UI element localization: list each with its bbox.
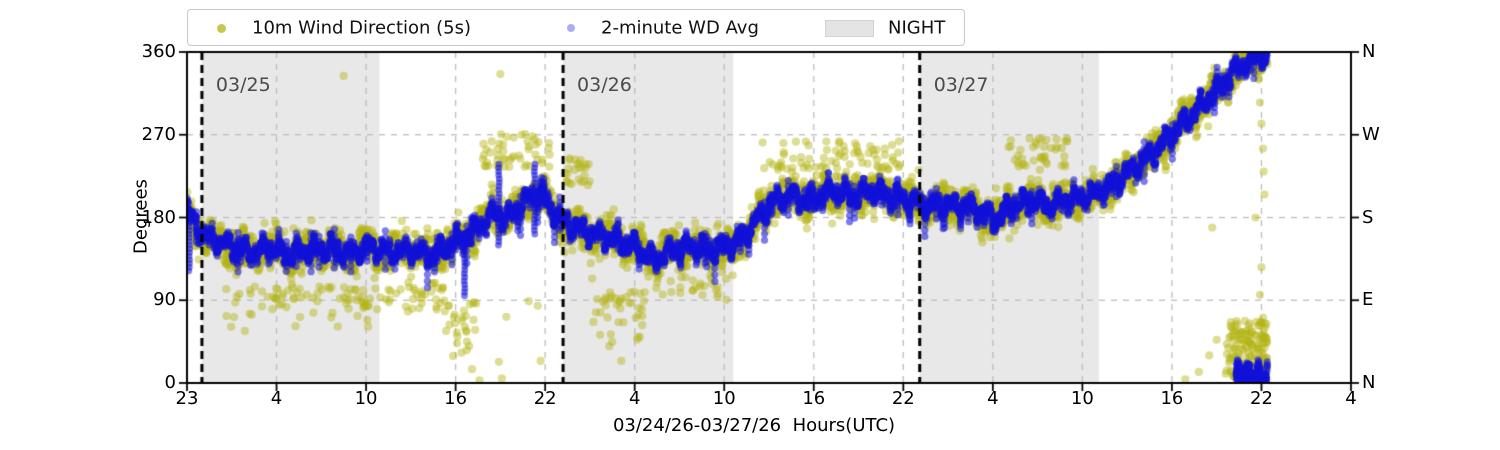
x-tick-label: 22 [533, 388, 557, 409]
x-tick-label: 16 [1160, 388, 1184, 409]
day-label: 03/27 [933, 74, 989, 96]
x-tick-label: 16 [444, 388, 468, 409]
x-tick-label: 4 [628, 388, 641, 409]
wind-5s-legend-marker-icon [217, 24, 226, 33]
day-label: 03/25 [215, 74, 271, 96]
legend-label-night: NIGHT [888, 17, 946, 38]
y-tick-label: 360 [141, 41, 176, 62]
compass-label: N [1362, 41, 1376, 62]
x-tick-label: 22 [891, 388, 915, 409]
y-tick-label: 270 [141, 123, 176, 145]
compass-label: E [1362, 289, 1374, 311]
compass-label: N [1362, 372, 1376, 393]
day-label: 03/26 [577, 74, 632, 96]
x-tick-label: 10 [1070, 388, 1094, 409]
x-tick-label: 10 [712, 388, 736, 409]
y-tick-label: 0 [164, 372, 176, 393]
y-tick-label: 180 [141, 206, 176, 228]
x-tick-label: 10 [354, 388, 378, 409]
x-tick-label: 22 [1250, 388, 1273, 409]
y-tick-label: 90 [153, 289, 176, 311]
legend-label-wind-5s: 10m Wind Direction (5s) [252, 17, 472, 38]
x-axis-label: 03/24/26-03/27/26 Hours(UTC) [612, 415, 896, 436]
legend-label-wd-avg: 2-minute WD Avg [601, 17, 759, 38]
night-legend-patch-icon [825, 20, 874, 37]
x-tick-label: 4 [270, 388, 283, 409]
x-tick-label: 23 [175, 388, 199, 409]
x-tick-label: 16 [802, 388, 826, 409]
wd-avg-legend-marker-icon [567, 24, 575, 32]
legend: 10m Wind Direction (5s) 2-minute WD Avg … [187, 9, 965, 46]
compass-label: S [1362, 206, 1374, 228]
compass-label: W [1362, 123, 1380, 145]
x-tick-label: 4 [987, 388, 999, 409]
x-tick-label: 4 [1345, 388, 1357, 409]
